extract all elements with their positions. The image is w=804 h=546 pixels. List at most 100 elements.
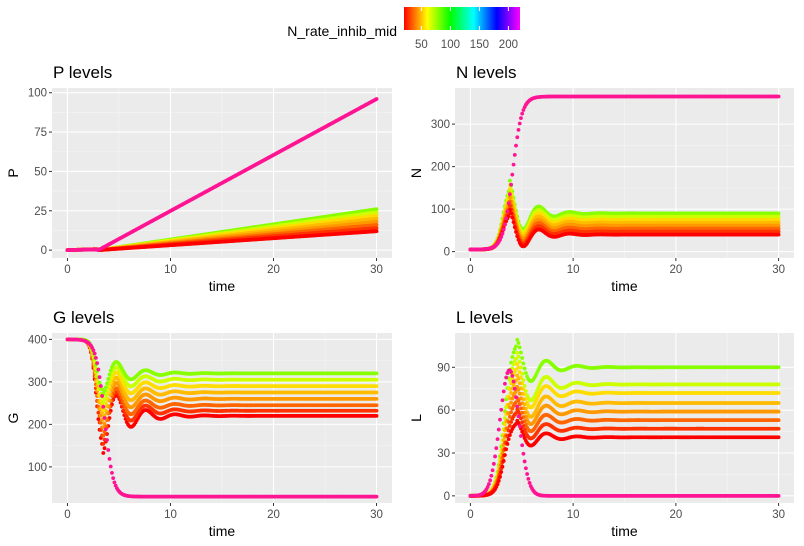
data-point [507, 178, 512, 183]
y-axis-label: G [5, 413, 21, 424]
data-point [514, 229, 518, 234]
panel-title: N levels [456, 63, 516, 82]
y-tick-label: 400 [28, 334, 47, 346]
data-point [507, 187, 512, 191]
data-point [374, 97, 379, 101]
data-point [500, 231, 505, 236]
data-layer [468, 94, 781, 252]
y-axis-label: N [408, 168, 424, 178]
legend-tick-label: 150 [470, 39, 489, 51]
legend-title: N_rate_inhib_mid [287, 23, 397, 39]
data-point [374, 213, 379, 218]
legend-tick-label: 200 [499, 39, 518, 51]
data-point [776, 229, 781, 234]
data-point [506, 214, 511, 219]
data-point [96, 417, 101, 422]
data-point [509, 211, 513, 216]
y-tick-label: 0 [444, 247, 450, 259]
data-point [776, 94, 781, 99]
data-point [776, 214, 781, 219]
data-point [511, 162, 516, 167]
data-layer [65, 97, 379, 253]
data-point [507, 192, 512, 197]
y-tick-label: 200 [431, 162, 450, 174]
x-tick-label: 20 [669, 264, 682, 276]
data-point [507, 195, 512, 200]
x-tick-label: 20 [267, 264, 280, 276]
legend-tick-label: 50 [415, 39, 428, 51]
y-axis-label: P [5, 168, 21, 177]
series-6 [65, 337, 379, 446]
data-point [374, 229, 379, 234]
data-point [515, 234, 520, 239]
data-point [776, 211, 781, 216]
data-point [374, 216, 379, 221]
data-point [512, 152, 517, 157]
data-point [517, 121, 522, 126]
data-point [96, 410, 101, 415]
data-point [501, 227, 506, 232]
y-tick-label: 75 [34, 127, 47, 139]
x-tick-label: 0 [64, 509, 70, 521]
data-point [776, 217, 781, 222]
x-tick-label: 30 [370, 509, 383, 521]
y-tick-label: 200 [28, 419, 47, 431]
y-tick-label: 0 [41, 245, 47, 257]
y-tick-label: 25 [34, 206, 47, 218]
legend-ticks: 50 100 150 200 [415, 7, 518, 51]
data-point [374, 219, 379, 224]
data-point [510, 172, 515, 177]
data-point [499, 235, 504, 239]
y-tick-label: 100 [28, 462, 47, 474]
y-tick-label: 100 [431, 204, 450, 216]
legend-colorbar [404, 7, 520, 30]
data-point [776, 226, 781, 231]
data-point [776, 223, 781, 228]
data-layer [65, 337, 379, 499]
x-tick-label: 10 [567, 264, 580, 276]
data-point [511, 220, 516, 225]
series-outlier [65, 97, 379, 253]
x-tick-label: 10 [164, 264, 177, 276]
y-tick-label: 300 [28, 377, 47, 389]
data-point [374, 226, 379, 230]
data-point [776, 220, 781, 225]
data-point [515, 135, 520, 140]
data-point [101, 451, 106, 455]
y-tick-label: 300 [431, 119, 450, 131]
data-point [101, 441, 106, 446]
data-point [514, 143, 518, 148]
x-axis-label: time [209, 523, 236, 539]
data-point [516, 127, 521, 132]
y-tick-label: 50 [34, 166, 47, 178]
x-tick-label: 20 [267, 509, 280, 521]
data-point [521, 108, 526, 112]
data-point [374, 210, 379, 215]
x-tick-label: 30 [772, 264, 785, 276]
data-point [506, 201, 511, 206]
data-point [509, 182, 513, 187]
y-tick-label: 100 [28, 88, 47, 100]
data-point [519, 116, 523, 121]
data-point [520, 111, 525, 116]
data-point [374, 413, 379, 418]
x-axis-label: time [611, 278, 638, 294]
data-point [510, 215, 515, 220]
data-point [516, 238, 521, 242]
data-point [374, 207, 379, 212]
data-point [503, 222, 507, 227]
data-point [512, 225, 517, 229]
data-point [102, 446, 107, 451]
panel-title: G levels [53, 308, 114, 327]
x-tick-label: 0 [467, 264, 473, 276]
x-axis-label: time [209, 278, 236, 294]
data-point [504, 216, 509, 221]
data-point [374, 223, 379, 227]
data-point [776, 232, 781, 237]
